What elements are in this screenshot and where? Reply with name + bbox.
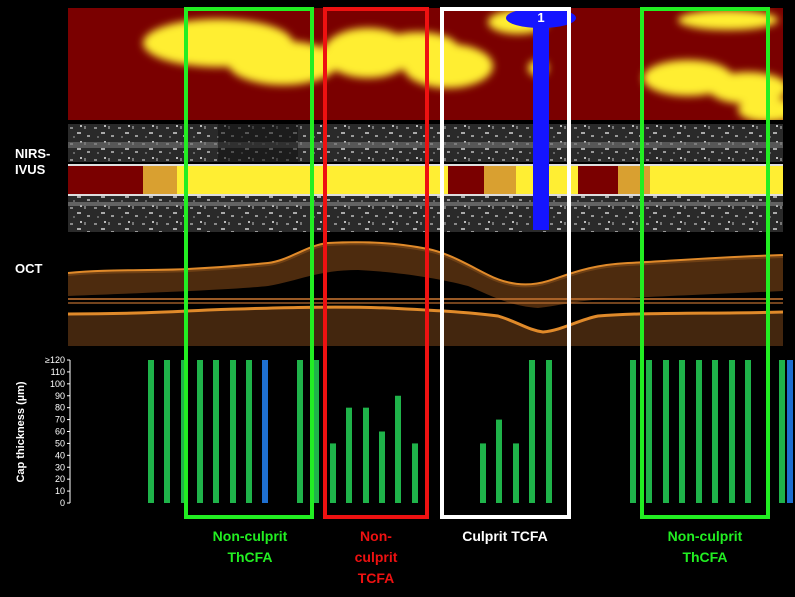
cap-thickness-bar [379, 431, 385, 503]
cap-thickness-bar [230, 360, 236, 503]
region-box-3 [440, 7, 571, 519]
cap-thickness-bar [412, 443, 418, 503]
region-label-2: Non- culprit TCFA [316, 526, 436, 589]
cap-thickness-bar [346, 407, 352, 503]
region-label-1-line-2: ThCFA [227, 549, 273, 565]
cap-thickness-bar [630, 360, 636, 503]
cap-thickness-bar [787, 360, 793, 503]
cap-thickness-bar [246, 360, 252, 503]
cap-thickness-bar [513, 443, 519, 503]
y-axis-label-wrap: Cap thickness (µm) [11, 372, 27, 492]
region-label-1: Non-culprit ThCFA [170, 526, 330, 568]
cap-thickness-bar [480, 443, 486, 503]
blue-marker-bar [533, 20, 549, 230]
region-label-2-line-3: TCFA [357, 570, 395, 586]
y-tick-label: 100 [50, 379, 65, 389]
cap-thickness-bar [696, 360, 702, 503]
cap-thickness-bar [679, 360, 685, 503]
y-tick-label: 70 [55, 415, 65, 425]
cap-thickness-bar [363, 407, 369, 503]
y-tick-label: 10 [55, 486, 65, 496]
region-label-1-line-1: Non-culprit [212, 528, 288, 544]
cap-thickness-bar [546, 360, 552, 503]
region-box-4 [640, 7, 770, 519]
blue-marker-ellipse: 1 [506, 8, 576, 28]
region-label-4-line-1: Non-culprit [667, 528, 743, 544]
cap-thickness-bar [729, 360, 735, 503]
cap-thickness-bar [148, 360, 154, 503]
cap-thickness-bar [712, 360, 718, 503]
cap-thickness-bar [330, 443, 336, 503]
cap-thickness-bar [496, 419, 502, 503]
oct-label: OCT [15, 261, 43, 276]
region-label-3-line-1: Culprit TCFA [462, 528, 548, 544]
cap-thickness-bar [529, 360, 535, 503]
y-tick-label: 40 [55, 450, 65, 460]
y-tick-label: 50 [55, 438, 65, 448]
cap-thickness-bar [297, 360, 303, 503]
region-box-2 [323, 7, 429, 519]
y-tick-label: 0 [60, 498, 65, 508]
y-tick-label: 60 [55, 427, 65, 437]
y-tick-label: ≥120 [45, 355, 65, 365]
cap-thickness-bar [395, 395, 401, 503]
region-label-3: Culprit TCFA [430, 526, 580, 547]
cap-thickness-bar [663, 360, 669, 503]
blue-marker-label: 1 [537, 10, 545, 25]
cap-thickness-bar [213, 360, 219, 503]
y-tick-label: 80 [55, 403, 65, 413]
cap-thickness-bar [262, 360, 268, 503]
region-label-4-line-2: ThCFA [682, 549, 728, 565]
y-tick-label: 110 [51, 367, 65, 377]
y-tick-label: 20 [55, 474, 65, 484]
cap-thickness-bar [313, 360, 319, 503]
region-label-4: Non-culprit ThCFA [625, 526, 785, 568]
cap-thickness-bar [646, 360, 652, 503]
region-label-2-line-1: Non- [360, 528, 392, 544]
cap-thickness-bar [197, 360, 203, 503]
region-label-2-line-2: culprit [354, 549, 398, 565]
region-box-1 [184, 7, 314, 519]
cap-thickness-bar [779, 360, 785, 503]
y-tick-label: 30 [55, 462, 65, 472]
cap-thickness-bar [164, 360, 170, 503]
y-axis-label: Cap thickness (µm) [15, 381, 27, 483]
cap-thickness-bar [745, 360, 751, 503]
y-tick-label: 90 [55, 391, 65, 401]
nirs-ivus-label: NIRS- IVUS [15, 146, 51, 177]
